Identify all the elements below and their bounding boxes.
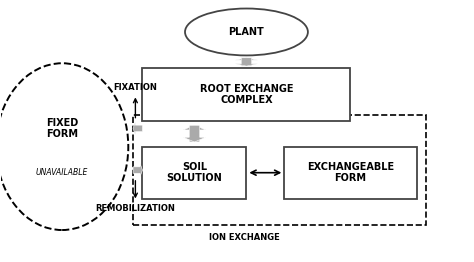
Text: EXCHANGEABLE
FORM: EXCHANGEABLE FORM — [307, 162, 394, 183]
Ellipse shape — [185, 8, 308, 56]
Bar — [143, 68, 350, 121]
FancyArrow shape — [133, 122, 143, 135]
Bar — [284, 147, 417, 199]
Text: ROOT EXCHANGE
COMPLEX: ROOT EXCHANGE COMPLEX — [200, 84, 293, 105]
Text: FIXED
FORM: FIXED FORM — [46, 118, 78, 139]
FancyArrow shape — [235, 58, 258, 66]
Text: PLANT: PLANT — [228, 27, 264, 37]
Text: REMOBILIZATION: REMOBILIZATION — [95, 204, 175, 213]
Text: SOIL
SOLUTION: SOIL SOLUTION — [166, 162, 222, 183]
Ellipse shape — [0, 63, 128, 230]
FancyArrow shape — [183, 125, 206, 142]
FancyArrow shape — [183, 125, 206, 142]
Bar — [143, 147, 246, 199]
Text: UNAVAILABLE: UNAVAILABLE — [36, 168, 88, 177]
Text: FIXATION: FIXATION — [113, 83, 157, 92]
FancyArrow shape — [235, 58, 258, 66]
Bar — [133, 115, 426, 225]
FancyArrow shape — [133, 163, 143, 177]
Text: ION EXCHANGE: ION EXCHANGE — [209, 233, 280, 242]
